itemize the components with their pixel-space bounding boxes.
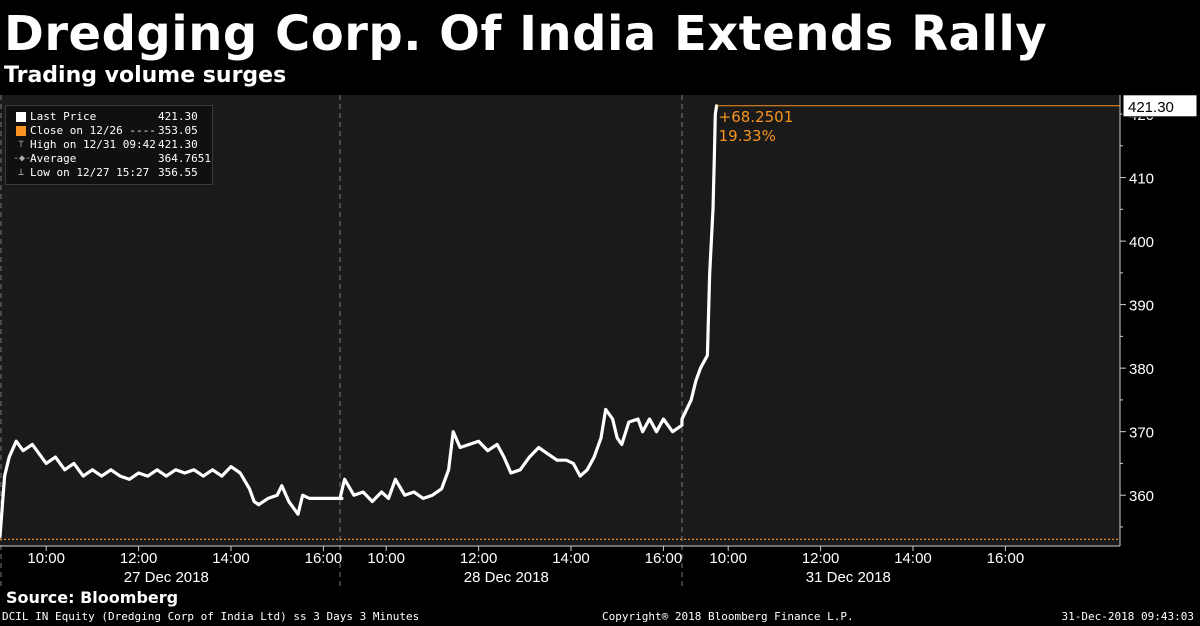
legend-value: 353.05 <box>158 124 198 137</box>
last-price-tag-label: 421.30 <box>1128 99 1174 116</box>
legend-value: 421.30 <box>158 138 198 151</box>
x-tick-label: 16:00 <box>645 550 683 567</box>
day-label: 31 Dec 2018 <box>806 569 891 586</box>
high-marker-icon: ⊤ <box>17 139 25 150</box>
change-annotation: +68.2501 <box>719 108 794 126</box>
legend-value: 421.30 <box>158 110 198 123</box>
y-tick-label: 390 <box>1129 298 1154 315</box>
average-marker-icon: -◆- <box>13 153 32 164</box>
x-tick-label: 16:00 <box>305 550 343 567</box>
legend-label: Close on 12/26 ---- <box>30 124 156 137</box>
x-tick-label: 10:00 <box>367 550 405 567</box>
legend-label: Last Price <box>30 110 97 123</box>
y-tick-label: 410 <box>1129 171 1154 188</box>
white-square-icon <box>16 112 26 122</box>
x-tick-label: 14:00 <box>894 550 932 567</box>
y-tick-label: 400 <box>1129 234 1154 251</box>
legend-label: Average <box>30 152 77 165</box>
x-tick-label: 10:00 <box>27 550 65 567</box>
legend-row-low: ⊥ Low on 12/27 15:27 356.55 <box>6 166 212 180</box>
footer-copyright: Copyright® 2018 Bloomberg Finance L.P. <box>602 610 854 623</box>
y-tick-label: 370 <box>1129 425 1154 442</box>
y-tick-label: 380 <box>1129 361 1154 378</box>
legend-row-last-price: Last Price 421.30 <box>6 110 212 124</box>
x-tick-label: 16:00 <box>987 550 1025 567</box>
y-tick-label: 360 <box>1129 488 1154 505</box>
legend-value: 364.7651 <box>158 152 211 165</box>
x-tick-label: 14:00 <box>212 550 250 567</box>
source-label: Source: Bloomberg <box>6 588 179 607</box>
legend-value: 356.55 <box>158 166 198 179</box>
price-line <box>0 104 719 539</box>
x-tick-label: 10:00 <box>709 550 747 567</box>
chart-title: Dredging Corp. Of India Extends Rally <box>4 6 1048 62</box>
legend-row-close: Close on 12/26 ---- 353.05 <box>6 124 212 138</box>
footer-security: DCIL IN Equity (Dredging Corp of India L… <box>2 610 420 623</box>
legend-label: High on 12/31 09:42 <box>30 138 156 151</box>
legend: Last Price 421.30 Close on 12/26 ---- 35… <box>5 105 213 185</box>
low-marker-icon: ⊥ <box>17 167 25 178</box>
legend-row-average: -◆- Average 364.7651 <box>6 152 212 166</box>
x-tick-label: 12:00 <box>802 550 840 567</box>
chart-subtitle: Trading volume surges <box>4 63 287 88</box>
day-label: 28 Dec 2018 <box>464 569 549 586</box>
last-price-tag <box>1122 94 1198 118</box>
x-tick-label: 12:00 <box>460 550 498 567</box>
x-tick-label: 14:00 <box>552 550 590 567</box>
orange-square-icon <box>16 126 26 136</box>
legend-label: Low on 12/27 15:27 <box>30 166 150 179</box>
x-tick-label: 12:00 <box>120 550 158 567</box>
day-label: 27 Dec 2018 <box>124 569 209 586</box>
change-pct-annotation: 19.33% <box>719 127 776 145</box>
footer-timestamp: 31-Dec-2018 09:43:03 <box>1061 610 1194 623</box>
legend-row-high: ⊤ High on 12/31 09:42 421.30 <box>6 138 212 152</box>
